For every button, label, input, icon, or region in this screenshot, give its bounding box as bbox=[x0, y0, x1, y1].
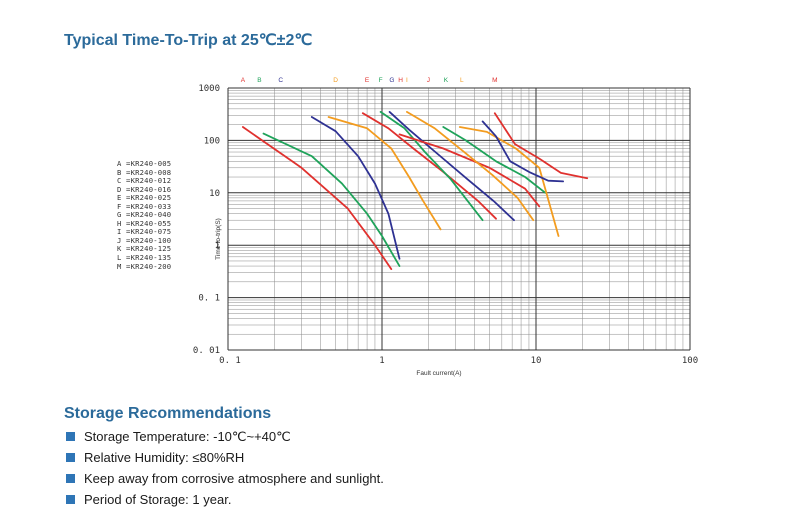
series-letter-label: I bbox=[406, 77, 408, 84]
storage-item-text: Period of Storage: 1 year. bbox=[84, 492, 232, 507]
x-tick-label: 10 bbox=[531, 356, 542, 366]
legend-entry: F =KR240-033 bbox=[117, 201, 172, 211]
series-line bbox=[327, 116, 442, 231]
storage-item-text: Keep away from corrosive atmosphere and … bbox=[84, 471, 384, 486]
series-line bbox=[262, 132, 401, 268]
legend-entry: B =KR240-008 bbox=[117, 167, 172, 177]
series-letter-label: D bbox=[333, 77, 338, 84]
series-letter-label: M bbox=[492, 77, 497, 84]
legend-entry: D =KR240-016 bbox=[117, 184, 172, 194]
series-letter-label: E bbox=[365, 77, 370, 84]
x-tick-label: 1 bbox=[379, 356, 384, 366]
series-line bbox=[481, 120, 564, 183]
legend-entry: A =KR240-005 bbox=[117, 159, 172, 168]
storage-item-atmosphere: Keep away from corrosive atmosphere and … bbox=[64, 470, 384, 491]
storage-item-period: Period of Storage: 1 year. bbox=[64, 491, 384, 512]
storage-item-text: Storage Temperature: -10℃~+40℃ bbox=[84, 429, 291, 444]
square-bullet-icon bbox=[66, 495, 75, 504]
chart-legend: A =KR240-005 B =KR240-008 C =KR240-012 D… bbox=[117, 159, 172, 271]
y-tick-label: 0. 1 bbox=[198, 294, 220, 304]
storage-item-text: Relative Humidity: ≤80%RH bbox=[84, 450, 245, 465]
storage-list: Storage Temperature: -10℃~+40℃ Relative … bbox=[64, 428, 384, 512]
x-tick-label: 0. 1 bbox=[219, 356, 241, 366]
legend-entry: K =KR240-125 bbox=[117, 244, 172, 254]
series-line bbox=[361, 112, 497, 220]
series-letter-label: C bbox=[278, 77, 283, 84]
series-letter-label: F bbox=[379, 77, 383, 84]
y-tick-label: 1000 bbox=[198, 84, 220, 94]
series-letter-label: K bbox=[444, 77, 449, 84]
y-tick-label: 10 bbox=[209, 189, 220, 199]
x-tick-label: 100 bbox=[682, 356, 698, 366]
storage-item-temperature: Storage Temperature: -10℃~+40℃ bbox=[64, 428, 384, 449]
legend-entry: C =KR240-012 bbox=[117, 176, 172, 186]
series-line bbox=[493, 112, 589, 180]
series-letter-label: H bbox=[398, 77, 403, 84]
legend-entry: H =KR240-055 bbox=[117, 218, 172, 228]
x-axis-label: Fault current(A) bbox=[416, 370, 461, 377]
square-bullet-icon bbox=[66, 432, 75, 441]
legend-entry: M =KR240-200 bbox=[117, 261, 172, 271]
series-line bbox=[241, 126, 393, 271]
series-letter-label: G bbox=[389, 77, 394, 84]
storage-item-humidity: Relative Humidity: ≤80%RH bbox=[64, 449, 384, 470]
legend-entry: J =KR240-100 bbox=[117, 235, 172, 245]
series-line bbox=[405, 111, 535, 222]
series-line bbox=[398, 133, 541, 208]
legend-entry: I =KR240-075 bbox=[117, 227, 172, 237]
series-line bbox=[379, 111, 484, 222]
storage-heading: Storage Recommendations bbox=[64, 405, 272, 422]
chart-title: Typical Time-To-Trip at 25℃±2℃ bbox=[64, 32, 313, 49]
y-tick-label: 100 bbox=[204, 136, 220, 146]
legend-entry: L =KR240-135 bbox=[117, 253, 172, 263]
y-axis-label: Time-to-trip(S) bbox=[215, 218, 222, 260]
y-tick-label: 1 bbox=[215, 241, 220, 251]
series-line bbox=[458, 126, 560, 237]
series-line bbox=[388, 111, 515, 222]
legend-entry: G =KR240-040 bbox=[117, 210, 172, 220]
y-tick-label: 0. 01 bbox=[193, 346, 220, 356]
series-letter-label: J bbox=[427, 77, 430, 84]
series-letter-label: A bbox=[241, 77, 246, 84]
square-bullet-icon bbox=[66, 453, 75, 462]
series-letter-label: L bbox=[460, 77, 464, 84]
square-bullet-icon bbox=[66, 474, 75, 483]
series-line bbox=[310, 116, 401, 260]
series-letter-label: B bbox=[257, 77, 261, 84]
legend-entry: E =KR240-025 bbox=[117, 193, 172, 203]
series-line bbox=[442, 126, 547, 194]
